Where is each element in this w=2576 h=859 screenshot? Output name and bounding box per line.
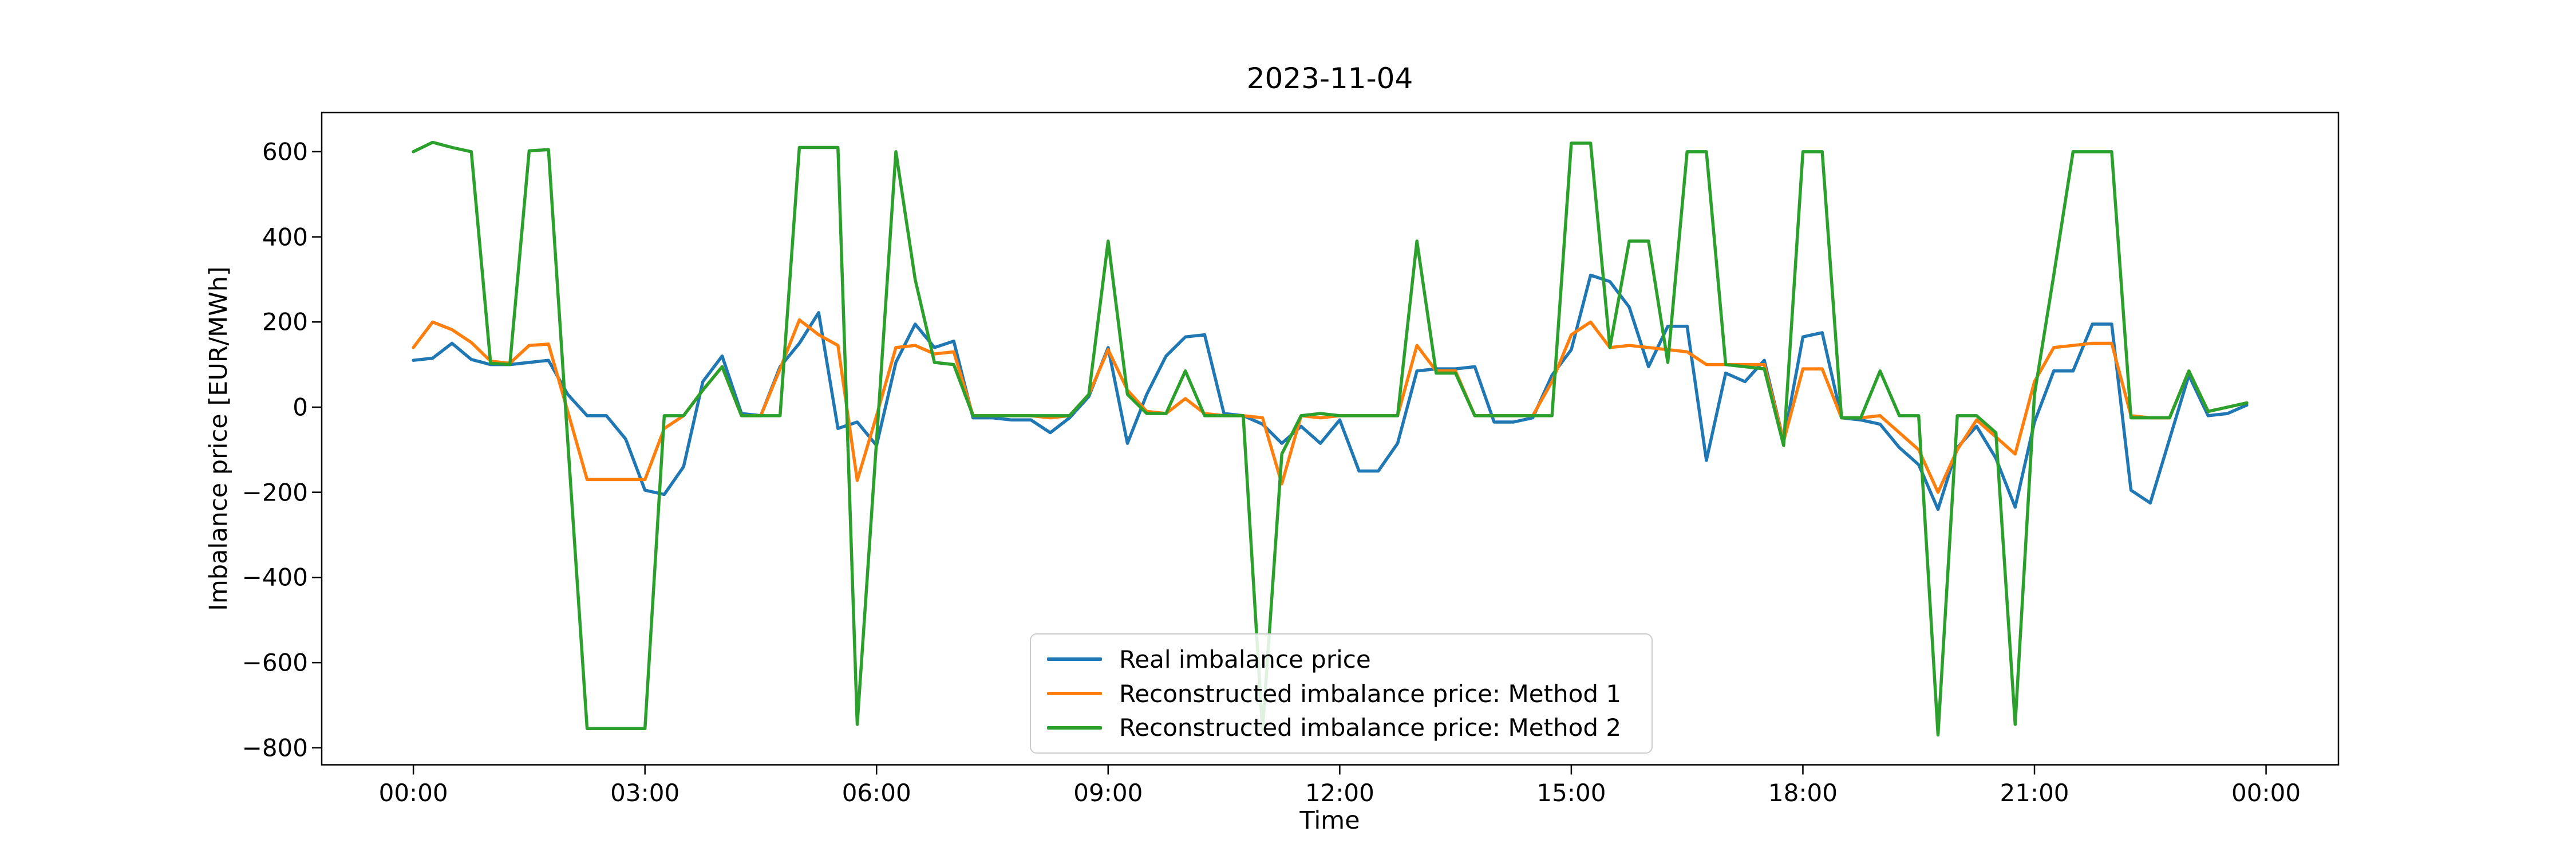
- legend-label-real: Real imbalance price: [1119, 645, 1371, 673]
- x-tick-label: 15:00: [1536, 779, 1606, 807]
- y-tick-label: −800: [242, 734, 308, 762]
- y-axis-label: Imbalance price [EUR/MWh]: [204, 266, 233, 611]
- y-tick-label: −400: [242, 563, 308, 592]
- plot-border: [321, 112, 2340, 766]
- legend-entry-real: Real imbalance price: [1047, 645, 1635, 673]
- x-tick-label: 12:00: [1305, 779, 1374, 807]
- x-tick-label: 09:00: [1073, 779, 1143, 807]
- x-tick-label: 03:00: [610, 779, 680, 807]
- series-line-method2: [412, 140, 2249, 737]
- chart-title: 2023-11-04: [1246, 62, 1413, 95]
- x-tick-label: 21:00: [2000, 779, 2069, 807]
- legend-entry-method1: Reconstructed imbalance price: Method 1: [1047, 680, 1635, 708]
- x-tick-label: 06:00: [841, 779, 911, 807]
- legend-swatch-method2-line: [1047, 726, 1102, 730]
- series-line-real: [412, 273, 2249, 511]
- legend-label-method1: Reconstructed imbalance price: Method 1: [1119, 679, 1622, 708]
- y-tick-label: 600: [262, 137, 308, 166]
- x-tick-label: 18:00: [1768, 779, 1838, 807]
- legend-entry-method2: Reconstructed imbalance price: Method 2: [1047, 714, 1635, 742]
- legend: Real imbalance price Reconstructed imbal…: [1030, 633, 1653, 754]
- x-tick-label: 00:00: [378, 779, 448, 807]
- y-tick-label: −600: [242, 648, 308, 677]
- x-tick-label: 00:00: [2231, 779, 2301, 807]
- y-tick-label: 200: [262, 308, 308, 336]
- x-axis-label: Time: [1299, 806, 1360, 835]
- legend-swatch-method1-line: [1047, 692, 1102, 695]
- legend-swatch-real-line: [1047, 657, 1102, 661]
- legend-label-method2: Reconstructed imbalance price: Method 2: [1119, 714, 1622, 742]
- y-tick-label: 400: [262, 223, 308, 251]
- series-line-method1: [412, 318, 2249, 494]
- y-tick-label: 0: [293, 393, 308, 421]
- y-tick-label: −200: [242, 478, 308, 507]
